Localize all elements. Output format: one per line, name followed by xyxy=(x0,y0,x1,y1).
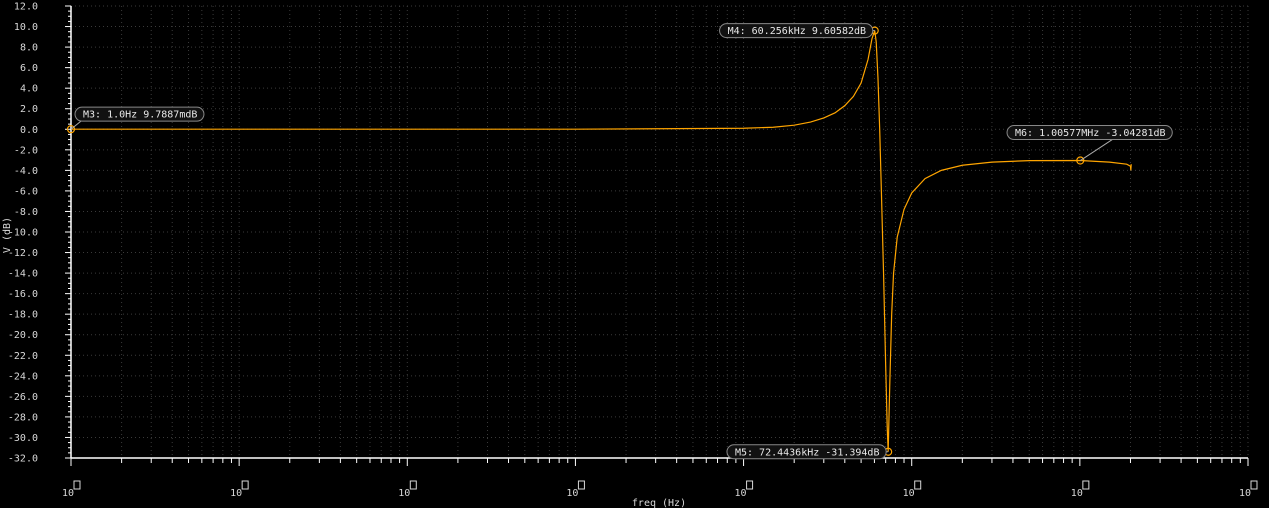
marker-box xyxy=(719,23,874,39)
y-tick-label: 10.0 xyxy=(14,22,38,33)
y-tick-label: 8.0 xyxy=(20,43,38,54)
x-tick-label: 10 xyxy=(230,488,242,499)
y-tick-label: -4.0 xyxy=(14,166,38,177)
y-tick-label: 4.0 xyxy=(20,84,38,95)
marker-box xyxy=(1006,125,1173,141)
marker: M3: 1.0Hz 9.7887mdB xyxy=(66,106,205,134)
y-tick-label: -28.0 xyxy=(8,412,38,423)
marker: M4: 60.256kHz 9.60582dB xyxy=(719,23,879,39)
marker-leader xyxy=(1080,139,1113,161)
marker-point xyxy=(66,125,76,134)
x-tick-exponent-box xyxy=(1250,480,1258,490)
y-tick-label: -14.0 xyxy=(8,269,38,280)
x-tick-label: 10 xyxy=(735,488,747,499)
x-tick-labels: 100101102103104105106107 xyxy=(62,480,1258,499)
marker-box xyxy=(726,444,887,460)
y-tick-label: 2.0 xyxy=(20,104,38,115)
x-tick-exponent-box xyxy=(1082,480,1090,490)
y-tick-label: -6.0 xyxy=(14,186,38,197)
marker-leader xyxy=(70,120,82,130)
y-tick-label: -32.0 xyxy=(8,454,38,465)
y-tick-label: -10.0 xyxy=(8,228,38,239)
x-tick-exponent-box xyxy=(241,480,249,490)
y-tick-label: -12.0 xyxy=(8,248,38,259)
marker: M6: 1.00577MHz -3.04281dB xyxy=(1006,125,1173,165)
x-tick-label: 10 xyxy=(903,488,915,499)
y-tick-label: -24.0 xyxy=(8,371,38,382)
marker-label: M3: 1.0Hz 9.7887mdB xyxy=(83,110,197,121)
axes xyxy=(65,5,1249,466)
y-tick-label: -8.0 xyxy=(14,207,38,218)
marker-box xyxy=(74,106,205,122)
x-tick-label: 10 xyxy=(1071,488,1083,499)
x-tick-label: 10 xyxy=(398,488,410,499)
y-tick-label: 6.0 xyxy=(20,63,38,74)
x-tick-exponent-box xyxy=(577,480,585,490)
y-tick-label: -16.0 xyxy=(8,289,38,300)
x-tick-label: 10 xyxy=(1239,488,1251,499)
x-tick-label: 10 xyxy=(566,488,578,499)
y-axis-label: V (dB) xyxy=(2,217,13,253)
y-tick-label: -2.0 xyxy=(14,145,38,156)
marker-label: M4: 60.256kHz 9.60582dB xyxy=(728,26,866,37)
x-tick-exponent-box xyxy=(73,480,81,490)
marker-label: M6: 1.00577MHz -3.04281dB xyxy=(1015,128,1166,139)
x-tick-exponent-box xyxy=(914,480,922,490)
y-tick-label: -20.0 xyxy=(8,330,38,341)
trace-line xyxy=(71,30,1132,452)
y-tick-label: -22.0 xyxy=(8,351,38,362)
y-tick-label: -30.0 xyxy=(8,433,38,444)
markers: M3: 1.0Hz 9.7887mdB M4: 60.256kHz 9.60582… xyxy=(66,23,1173,460)
y-tick-labels: 12.0 10.0 8.0 6.0 4.0 2.0 0.0 -2.0 -4.0 -6.0 -8.0 -… xyxy=(8,2,38,465)
x-axis-label: freq (Hz) xyxy=(632,498,686,508)
y-tick-label: -26.0 xyxy=(8,392,38,403)
marker-point xyxy=(1076,156,1085,165)
marker: M5: 72.4436kHz -31.394dB xyxy=(726,444,893,460)
y-tick-label: 0.0 xyxy=(20,125,38,136)
x-tick-label: 10 xyxy=(62,488,74,499)
y-tick-label: -18.0 xyxy=(8,310,38,321)
x-tick-exponent-box xyxy=(746,480,754,490)
y-tick-label: 12.0 xyxy=(14,2,38,13)
marker-label: M5: 72.4436kHz -31.394dB xyxy=(735,447,880,458)
x-tick-exponent-box xyxy=(409,480,417,490)
grid-lines xyxy=(70,5,1249,459)
